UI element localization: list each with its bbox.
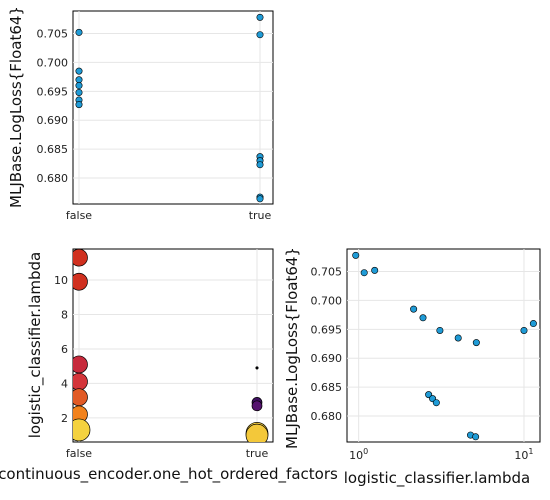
data-point — [437, 327, 443, 333]
y-tick-label: 0.695 — [37, 85, 69, 98]
y-tick-label: 8 — [61, 308, 68, 321]
y-tick-label: 0.680 — [311, 410, 343, 423]
panel-loss-vs-encoder: false true0.6800.6850.6900.6950.7000.705 … — [7, 6, 273, 222]
y-tick-label: 0.705 — [311, 266, 343, 279]
x-tick-label: false — [66, 447, 92, 460]
data-point — [455, 335, 461, 341]
y-axis-label: MLJBase.LogLoss{Float64} — [7, 6, 25, 208]
x-tick-label: 101 — [514, 447, 533, 462]
grid-lines — [347, 249, 540, 442]
y-tick-label: 0.685 — [311, 381, 343, 394]
data-point — [76, 68, 82, 74]
x-axis-label: logistic_classifier.lambda — [344, 469, 531, 488]
panel-loss-vs-lambda: 100 101 0.680 0.685 0.690 0.695 0.700 0.705 log… — [283, 247, 540, 488]
x-tick-label: false — [66, 209, 92, 222]
data-point — [257, 14, 263, 20]
data-point — [361, 269, 367, 275]
x-tick-label: true — [249, 209, 272, 222]
y-tick-label: 0.700 — [37, 56, 69, 69]
plot-frame — [73, 249, 273, 442]
data-point — [76, 82, 82, 88]
data-point — [76, 101, 82, 107]
plot-frame — [73, 11, 273, 204]
data-point — [71, 389, 88, 406]
data-point — [257, 196, 263, 202]
tick-labels: false true 0.680 0.685 0.690 0.695 0.700 0.705 — [37, 28, 272, 222]
x-tick-label: true — [246, 447, 269, 460]
y-axis-label: MLJBase.LogLoss{Float64} — [283, 247, 301, 449]
y-tick-label: 0.700 — [311, 294, 343, 307]
y-tick-label: 10 — [54, 274, 68, 287]
grid-lines — [73, 11, 273, 204]
data-point — [410, 306, 416, 312]
data-point — [76, 77, 82, 83]
data-point — [76, 29, 82, 35]
data-points — [76, 14, 263, 202]
data-point — [71, 356, 88, 373]
y-tick-label: 6 — [61, 343, 68, 356]
data-point — [420, 315, 426, 321]
y-tick-label: 0.695 — [311, 323, 343, 336]
plot-frame — [347, 249, 540, 442]
data-point — [472, 434, 478, 440]
data-point — [433, 400, 439, 406]
data-point — [71, 249, 88, 266]
x-axis-label: continuous_encoder.one_hot_ordered_facto… — [0, 465, 338, 484]
data-point — [71, 273, 88, 290]
x-tick-label: 100 — [349, 447, 368, 462]
data-point — [257, 31, 263, 37]
data-point — [353, 252, 359, 258]
y-tick-label: 4 — [61, 377, 68, 390]
data-point — [521, 327, 527, 333]
data-point — [473, 339, 479, 345]
y-tick-label: 0.690 — [311, 352, 343, 365]
data-point — [246, 424, 268, 446]
data-point — [257, 162, 263, 168]
y-tick-label: 0.685 — [37, 143, 69, 156]
data-point — [530, 320, 536, 326]
data-points — [68, 249, 268, 446]
y-tick-label: 0.705 — [37, 28, 69, 41]
y-tick-label: 2 — [61, 412, 68, 425]
grid-lines — [73, 249, 273, 442]
data-points — [353, 252, 537, 440]
y-axis-label: logistic_classifier.lambda — [26, 252, 45, 439]
y-tick-label: 0.690 — [37, 114, 69, 127]
y-tick-label: 0.680 — [37, 172, 69, 185]
data-point — [371, 267, 377, 273]
data-point — [71, 373, 88, 390]
tick-labels: 100 101 0.680 0.685 0.690 0.695 0.700 0.705 — [311, 266, 534, 462]
data-point — [252, 401, 262, 411]
data-point — [256, 367, 258, 369]
data-point — [68, 419, 90, 441]
data-point — [76, 89, 82, 95]
